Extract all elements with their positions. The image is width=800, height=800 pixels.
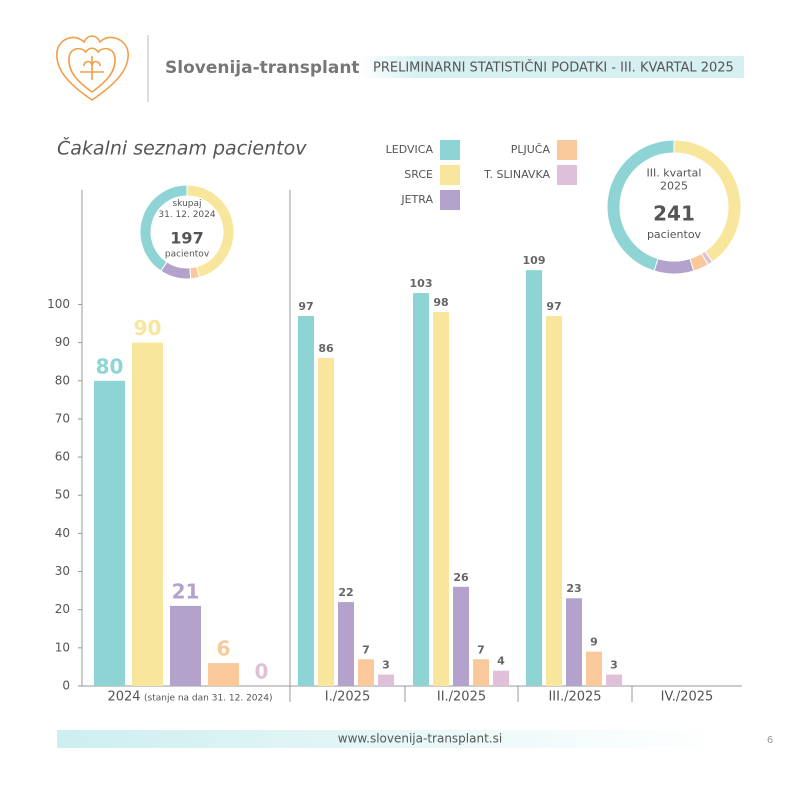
bar xyxy=(318,357,334,686)
x-note: (stanje na dan 31. 12. 2024) xyxy=(144,694,272,704)
data-label: 3 xyxy=(382,659,390,672)
donut-unit: pacientov xyxy=(647,228,702,241)
legend-swatch xyxy=(440,165,460,185)
bar xyxy=(358,659,374,686)
x-tick-label: II./2025 xyxy=(437,690,486,705)
donut-segment xyxy=(160,261,192,280)
data-label: 9 xyxy=(590,636,598,649)
donut-caption: III. kvartal xyxy=(647,167,702,180)
data-label: 22 xyxy=(338,586,353,599)
donut-caption: 2025 xyxy=(660,180,688,193)
bar xyxy=(298,315,314,686)
y-tick-label: 30 xyxy=(55,564,70,578)
bar xyxy=(94,380,125,686)
donut-unit: pacientov xyxy=(165,250,210,260)
legend-label: SRCE xyxy=(404,168,433,181)
data-label: 86 xyxy=(318,342,334,355)
x-tick-label: III./2025 xyxy=(548,690,601,705)
x-tick-label: IV./2025 xyxy=(661,690,714,705)
footer-url: www.slovenija-transplant.si xyxy=(338,732,502,746)
y-tick-label: 80 xyxy=(55,373,70,387)
page-number: 6 xyxy=(767,735,773,746)
bar xyxy=(493,670,509,686)
legend-swatch xyxy=(440,140,460,160)
bar xyxy=(338,602,354,686)
header-title: PRELIMINARNI STATISTIČNI PODATKI - III. … xyxy=(373,60,734,76)
y-tick-label: 50 xyxy=(55,488,70,502)
donut-segment xyxy=(653,257,695,275)
y-tick-label: 40 xyxy=(55,526,70,540)
data-label: 26 xyxy=(453,571,469,584)
header-band xyxy=(360,56,744,78)
legend-label: LEDVICA xyxy=(386,143,434,156)
bar xyxy=(606,674,622,686)
data-label: 3 xyxy=(610,659,618,672)
legend-swatch xyxy=(440,190,460,210)
legend-swatch xyxy=(557,140,577,160)
data-label: 21 xyxy=(172,579,200,603)
data-label: 109 xyxy=(523,254,546,267)
donut-caption: 31. 12. 2024 xyxy=(158,210,216,220)
y-tick-label: 0 xyxy=(62,679,70,693)
legend-label: T. SLINAVKA xyxy=(483,168,550,181)
bar xyxy=(378,674,394,686)
bar xyxy=(546,315,562,686)
footer-band xyxy=(57,730,717,748)
legend-label: JETRA xyxy=(400,193,433,206)
bar xyxy=(566,598,582,686)
bar xyxy=(132,342,163,686)
bar xyxy=(473,659,489,686)
data-label: 90 xyxy=(134,316,162,340)
logo xyxy=(56,35,129,101)
data-label: 6 xyxy=(217,637,231,661)
y-tick-label: 70 xyxy=(55,411,70,425)
x-tick-label: I./2025 xyxy=(325,690,370,705)
brand: Slovenija-transplant xyxy=(165,58,360,78)
y-tick-label: 60 xyxy=(55,450,70,464)
data-label: 0 xyxy=(255,660,269,684)
bar xyxy=(586,651,602,686)
y-tick-label: 90 xyxy=(55,335,70,349)
data-label: 98 xyxy=(433,296,448,309)
data-label: 97 xyxy=(298,300,313,313)
bar xyxy=(208,663,239,686)
data-label: 23 xyxy=(566,582,581,595)
donut-total: 241 xyxy=(653,202,695,226)
donut-total: 197 xyxy=(170,229,203,248)
x-tick-label: 2024 xyxy=(107,690,140,705)
legend-swatch xyxy=(557,165,577,185)
data-label: 7 xyxy=(362,643,370,656)
y-tick-label: 100 xyxy=(47,297,70,311)
bar xyxy=(413,293,429,686)
data-label: 80 xyxy=(96,354,124,378)
bar xyxy=(526,270,542,686)
bar xyxy=(170,605,201,686)
y-tick-label: 10 xyxy=(55,640,70,654)
data-label: 4 xyxy=(497,655,505,668)
donut-segment xyxy=(186,184,235,278)
donut-caption: skupaj xyxy=(172,199,201,209)
chart-title: Čakalni seznam pacientov xyxy=(57,136,307,160)
bar xyxy=(453,586,469,686)
data-label: 97 xyxy=(546,300,561,313)
bar xyxy=(433,312,449,686)
donut-segment xyxy=(673,139,742,263)
data-label: 7 xyxy=(477,643,485,656)
legend-label: PLJUČA xyxy=(511,143,551,156)
data-label: 103 xyxy=(410,277,433,290)
y-tick-label: 20 xyxy=(55,602,70,616)
